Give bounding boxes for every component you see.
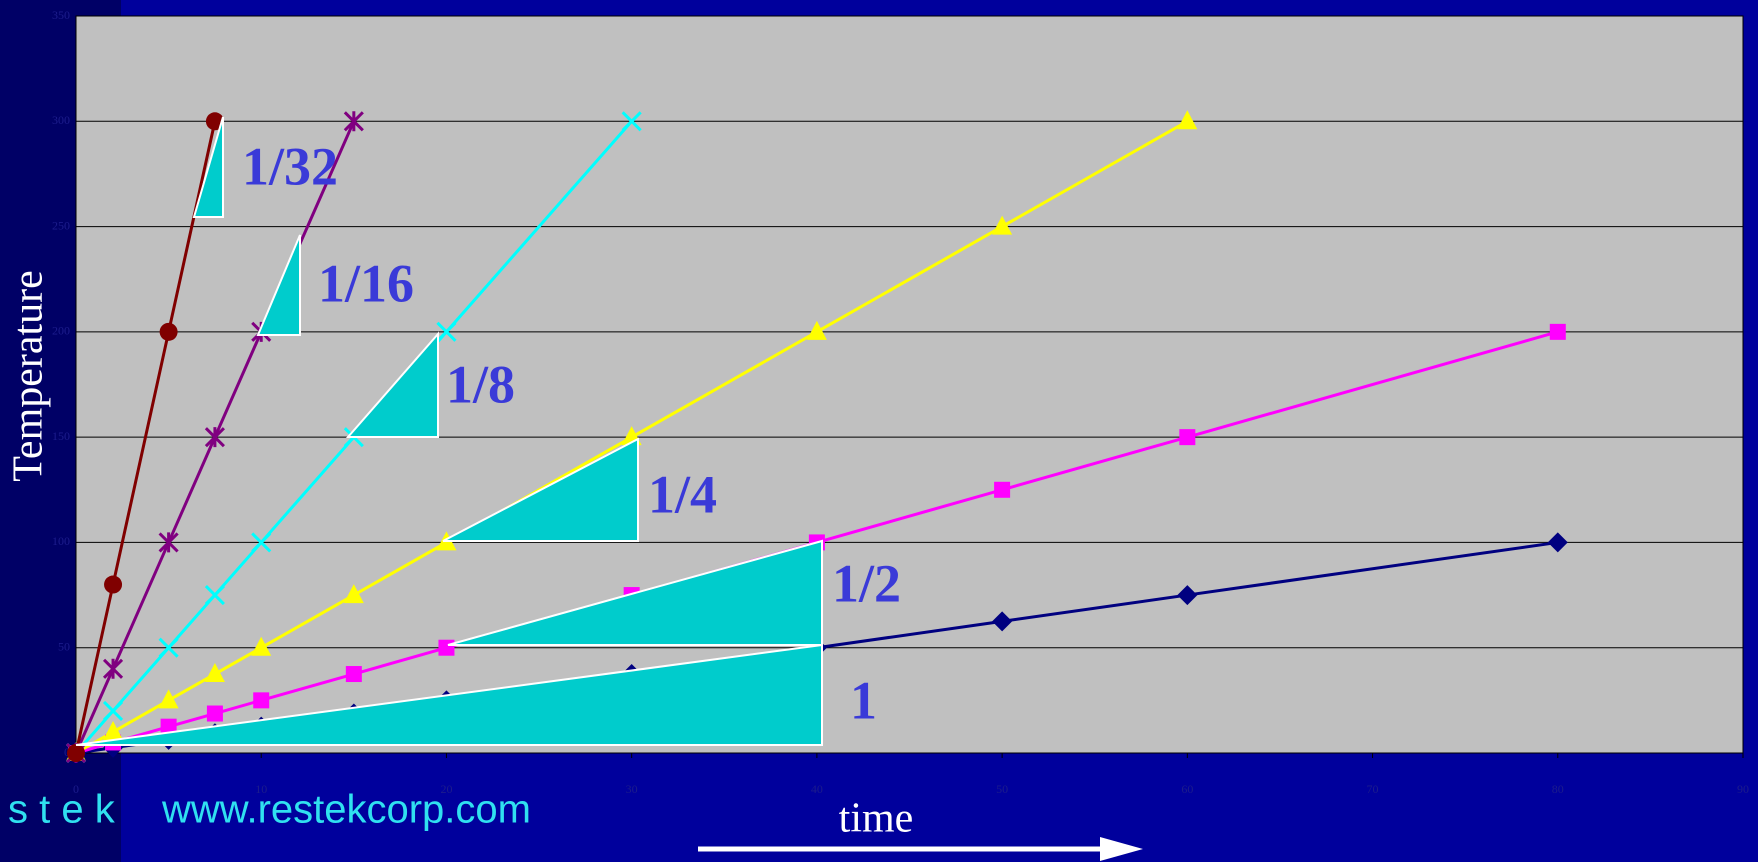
annotation: 1/16 <box>318 253 414 313</box>
marker <box>102 700 124 721</box>
marker <box>102 658 124 679</box>
slope-triangle <box>256 234 301 336</box>
series-line <box>75 330 1559 755</box>
footer-logo: s t e k <box>8 788 116 832</box>
x-tick-label: 60 <box>1181 782 1193 796</box>
marker <box>251 532 272 553</box>
y-tick-label: 50 <box>58 639 70 653</box>
y-tick-label: 200 <box>52 324 70 338</box>
slope-triangle <box>442 437 639 542</box>
y-tick-label: 0 <box>64 745 70 759</box>
marker <box>103 720 124 740</box>
annotation: 1/2 <box>832 553 901 613</box>
marker <box>992 215 1013 235</box>
y-tick-label: 300 <box>52 113 70 127</box>
marker <box>1177 110 1198 130</box>
x-tick-label: 40 <box>811 782 823 796</box>
y-tick-label: 350 <box>52 8 70 22</box>
x-tick-label: 50 <box>996 782 1008 796</box>
marker <box>204 663 225 683</box>
x-tick-label: 70 <box>1367 782 1379 796</box>
marker <box>1179 429 1196 446</box>
marker <box>994 481 1011 498</box>
marker <box>158 689 179 709</box>
marker <box>158 532 179 553</box>
x-tick-label: 10 <box>255 782 267 796</box>
marker <box>1177 585 1198 606</box>
marker <box>343 584 364 604</box>
marker <box>992 611 1013 632</box>
x-tick-label: 20 <box>440 782 452 796</box>
x-tick-label: 0 <box>73 782 79 796</box>
marker <box>67 744 85 762</box>
marker <box>806 320 827 340</box>
y-tick-label: 250 <box>52 218 70 232</box>
marker <box>436 321 457 342</box>
annotation: 1/4 <box>648 464 717 524</box>
slope-triangle <box>345 331 439 438</box>
y-axis-title: Temperature <box>6 270 52 482</box>
marker <box>1549 323 1566 340</box>
marker <box>104 575 123 594</box>
marker <box>251 636 272 656</box>
marker <box>345 666 362 683</box>
marker <box>204 585 225 606</box>
y-tick-label: 150 <box>52 429 70 443</box>
marker <box>1547 532 1568 553</box>
marker <box>343 111 364 132</box>
marker <box>158 637 179 658</box>
plot-area <box>75 15 1744 754</box>
marker <box>253 692 270 709</box>
x-tick-label: 30 <box>626 782 638 796</box>
series-line <box>74 120 217 754</box>
slope-triangle <box>75 643 823 746</box>
x-axis-title: time <box>839 796 914 842</box>
marker <box>159 322 178 341</box>
footer-url: www.restekcorp.com <box>161 788 531 832</box>
annotation: 1/32 <box>242 136 338 196</box>
slope-triangles <box>75 116 823 746</box>
marker <box>438 639 455 656</box>
marker <box>206 705 223 722</box>
slope-triangle <box>447 539 823 646</box>
annotation: 1/8 <box>446 354 515 414</box>
marker <box>160 718 177 735</box>
annotation: 1 <box>850 670 877 730</box>
y-tick-label: 100 <box>52 534 70 548</box>
marker <box>204 427 225 448</box>
x-tick-label: 80 <box>1552 782 1564 796</box>
x-tick-label: 90 <box>1737 782 1749 796</box>
arrow-head <box>1100 837 1143 861</box>
slope-triangle <box>192 116 224 218</box>
marker <box>621 111 642 132</box>
